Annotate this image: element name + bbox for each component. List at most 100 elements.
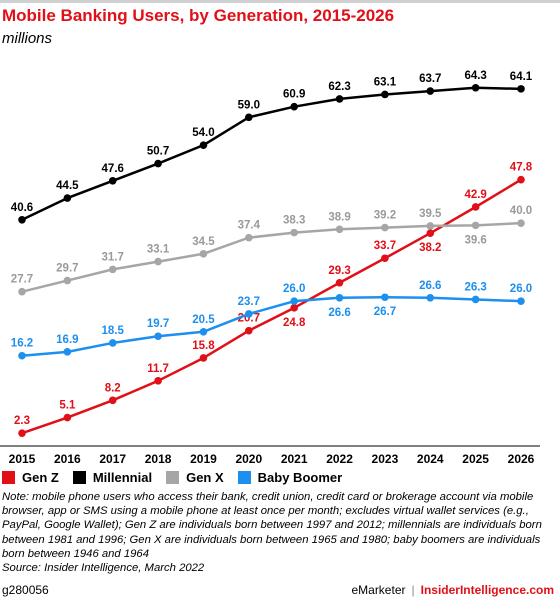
- data-label-baby-boomer-2019: 20.5: [192, 314, 215, 326]
- x-tick-label-2026: 2026: [508, 452, 535, 466]
- x-tick-label-2015: 2015: [9, 452, 36, 466]
- data-label-millennial-2023: 63.1: [374, 76, 397, 88]
- data-label-gen-x-2021: 38.3: [283, 215, 305, 227]
- data-point-baby-boomer-2019: [199, 327, 208, 336]
- legend-label-gen-x: Gen X: [186, 470, 224, 485]
- data-point-gen-z-2016: [63, 413, 72, 422]
- x-tick-label-2020: 2020: [235, 452, 262, 466]
- legend-swatch-gen-z: [2, 471, 15, 484]
- data-point-baby-boomer-2026: [517, 297, 525, 305]
- data-point-gen-z-2021: [290, 304, 298, 312]
- series-line-baby-boomer: [21, 295, 522, 357]
- data-point-gen-x-2018: [154, 257, 162, 266]
- data-point-millennial-2021: [290, 102, 298, 111]
- data-point-millennial-2025: [471, 83, 480, 92]
- data-point-millennial-2024: [426, 87, 435, 95]
- data-point-baby-boomer-2025: [471, 295, 480, 304]
- data-point-baby-boomer-2017: [108, 339, 117, 347]
- chart-subtitle: millions: [2, 30, 53, 47]
- data-label-gen-x-2023: 39.2: [374, 210, 396, 222]
- data-point-baby-boomer-2021: [290, 297, 298, 305]
- top-rule: [0, 0, 560, 3]
- note-text: Note: mobile phone users who access thei…: [2, 491, 542, 560]
- data-point-gen-x-2024: [426, 222, 435, 230]
- data-point-gen-x-2020: [245, 233, 253, 242]
- footer-brand: eMarketer | InsiderIntelligence.com: [351, 583, 554, 597]
- data-label-baby-boomer-2016: 16.9: [56, 334, 78, 346]
- chart-id: g280056: [2, 583, 49, 597]
- data-label-baby-boomer-2023: 26.7: [374, 306, 396, 318]
- line-chart: 2015 2016 2017 2018 2019 2020 2021 2022 2023 2024…: [0, 70, 540, 466]
- legend-item-gen-x: Gen X: [166, 470, 224, 485]
- data-label-baby-boomer-2024: 26.6: [419, 280, 441, 292]
- data-label-gen-x-2026: 40.0: [510, 205, 532, 217]
- data-label-millennial-2015: 40.6: [11, 202, 33, 214]
- data-label-gen-x-2022: 38.9: [328, 211, 350, 223]
- data-label-baby-boomer-2017: 18.5: [102, 325, 125, 337]
- data-label-millennial-2025: 64.3: [464, 70, 486, 82]
- data-label-millennial-2016: 44.5: [56, 180, 79, 192]
- data-label-gen-x-2025: 39.6: [464, 234, 486, 246]
- data-label-baby-boomer-2022: 26.6: [328, 307, 350, 319]
- x-tick-label-2016: 2016: [54, 452, 81, 466]
- data-label-gen-z-2022: 29.3: [328, 265, 350, 277]
- data-label-gen-x-2020: 37.4: [238, 220, 261, 232]
- data-point-baby-boomer-2015: [18, 351, 26, 360]
- data-label-gen-z-2024: 38.2: [419, 242, 441, 254]
- legend-label-baby-boomer: Baby Boomer: [257, 470, 343, 485]
- data-point-gen-z-2024: [426, 229, 435, 237]
- data-point-baby-boomer-2023: [381, 293, 389, 302]
- data-point-gen-x-2026: [517, 219, 525, 227]
- chart-title: Mobile Banking Users, by Generation, 201…: [2, 6, 395, 25]
- data-label-gen-z-2019: 15.8: [192, 340, 215, 352]
- data-label-millennial-2021: 60.9: [283, 89, 305, 101]
- source-text: Source: Insider Intelligence, March 2022: [2, 562, 205, 575]
- data-label-gen-x-2019: 34.5: [192, 236, 215, 248]
- data-point-millennial-2023: [381, 90, 389, 99]
- legend-label-millennial: Millennial: [92, 470, 153, 485]
- series-line-gen-x: [21, 221, 522, 293]
- data-label-gen-x-2018: 33.1: [147, 244, 170, 256]
- data-label-gen-z-2026: 47.8: [510, 162, 533, 174]
- data-label-gen-z-2016: 5.1: [59, 400, 76, 412]
- data-point-millennial-2026: [517, 85, 525, 93]
- legend-swatch-gen-x: [166, 471, 180, 484]
- data-point-gen-x-2022: [335, 225, 344, 234]
- footnote: Note: mobile phone users who access thei…: [2, 490, 554, 575]
- data-point-gen-x-2025: [471, 221, 480, 230]
- data-point-millennial-2015: [18, 216, 26, 224]
- brand-separator: |: [411, 583, 415, 597]
- data-point-baby-boomer-2016: [63, 348, 72, 356]
- legend-swatch-baby-boomer: [237, 471, 251, 484]
- x-tick-label-2024: 2024: [417, 452, 444, 466]
- data-label-baby-boomer-2015: 16.2: [11, 338, 33, 350]
- x-tick-label-2018: 2018: [145, 452, 172, 466]
- legend: Gen Z Millennial Gen X Baby Boomer: [2, 470, 356, 485]
- legend-item-gen-z: Gen Z: [2, 470, 59, 485]
- data-point-millennial-2022: [335, 95, 344, 103]
- data-point-gen-x-2015: [18, 287, 26, 296]
- data-label-millennial-2026: 64.1: [510, 71, 533, 83]
- legend-swatch-millennial: [72, 471, 86, 484]
- data-point-gen-x-2019: [199, 249, 208, 258]
- data-point-gen-z-2019: [199, 354, 208, 362]
- data-label-gen-z-2017: 8.2: [105, 382, 121, 394]
- data-point-gen-z-2015: [18, 429, 26, 437]
- data-label-gen-x-2015: 27.7: [11, 274, 33, 286]
- data-point-gen-z-2025: [471, 203, 480, 211]
- data-label-gen-x-2016: 29.7: [56, 263, 78, 275]
- data-label-baby-boomer-2020: 23.7: [238, 296, 260, 308]
- data-point-gen-x-2017: [108, 265, 117, 274]
- brand-emarketer: eMarketer: [351, 583, 406, 597]
- data-point-millennial-2018: [154, 159, 162, 168]
- legend-label-gen-z: Gen Z: [22, 470, 59, 485]
- data-point-millennial-2020: [245, 113, 253, 122]
- data-label-gen-z-2018: 11.7: [147, 363, 169, 375]
- data-label-baby-boomer-2018: 19.7: [147, 318, 169, 330]
- x-tick-label-2022: 2022: [326, 452, 353, 466]
- data-point-gen-z-2018: [154, 377, 162, 385]
- legend-item-baby-boomer: Baby Boomer: [237, 470, 343, 485]
- data-point-gen-z-2020: [245, 326, 253, 335]
- data-label-baby-boomer-2026: 26.0: [510, 283, 532, 295]
- x-tick-label-2019: 2019: [190, 452, 217, 466]
